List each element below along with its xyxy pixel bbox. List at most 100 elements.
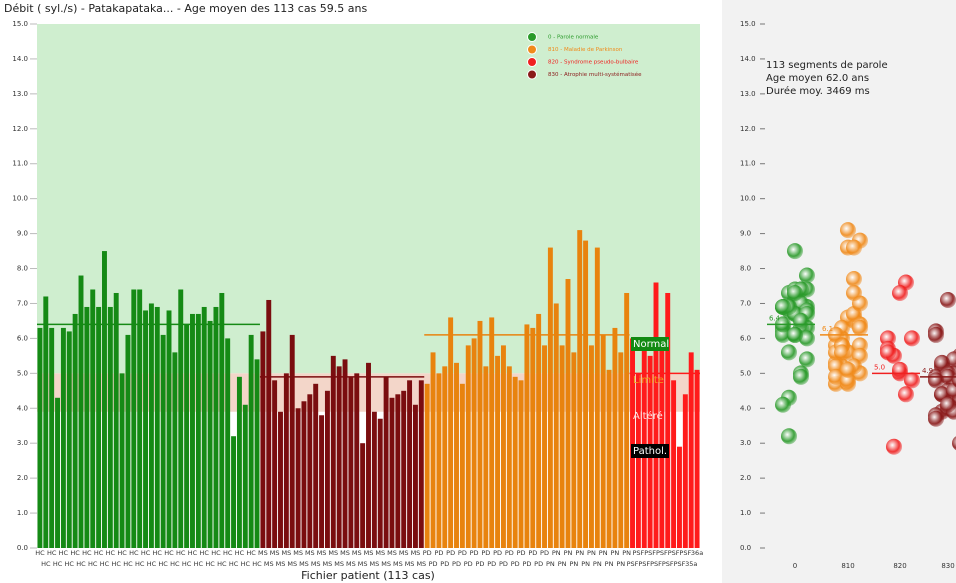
point — [846, 284, 862, 301]
x-tick-label: PN — [564, 549, 573, 557]
bar — [72, 313, 78, 548]
bar — [178, 289, 184, 548]
y-tick-label: 2.0 — [17, 474, 28, 482]
x-tick-label: HC — [59, 549, 69, 557]
note: 113 segments de parole — [766, 60, 888, 71]
bar — [342, 359, 348, 548]
bar — [324, 390, 330, 548]
point — [928, 326, 944, 343]
x-tick-label: PD — [505, 549, 514, 557]
y-tick-label: 11.0 — [12, 160, 28, 168]
bar — [524, 324, 530, 548]
x-tick-label: HC — [123, 560, 133, 568]
x-tick-label: MS — [287, 560, 297, 568]
point — [840, 361, 856, 378]
y-tick-label: 1.0 — [17, 509, 28, 517]
x-tick-label: PSF — [656, 549, 668, 557]
bar — [236, 376, 242, 548]
bar — [606, 369, 612, 548]
x-tick-label: PSF — [674, 560, 686, 568]
bar — [588, 345, 594, 548]
bar — [436, 373, 442, 548]
x-tick-label: MS — [370, 560, 380, 568]
x-tick-label: 830 — [941, 562, 954, 570]
y-tick-label: 14.0 — [740, 55, 756, 63]
point — [928, 410, 944, 427]
x-tick-label: MS — [387, 549, 397, 557]
x-tick-label: HC — [94, 549, 104, 557]
x-tick-label: HC — [229, 560, 239, 568]
point — [781, 428, 797, 445]
y-tick-label: 0.0 — [17, 544, 28, 552]
bar — [330, 355, 336, 548]
bar — [565, 279, 571, 548]
x-tick-label: HC — [41, 560, 51, 568]
bar — [160, 334, 166, 548]
x-tick-label: MS — [270, 549, 280, 557]
x-tick-label: HC — [141, 549, 151, 557]
bar — [148, 303, 154, 548]
y-tick-label: 10.0 — [740, 195, 756, 203]
bar — [278, 411, 283, 548]
x-tick-label: HC — [129, 549, 139, 557]
x-tick-label: HC — [194, 560, 204, 568]
y-tick-label: 9.0 — [17, 230, 28, 238]
bar — [360, 443, 366, 548]
x-tick-label: MS — [323, 560, 333, 568]
bar — [377, 418, 383, 548]
x-tick-label: PSF — [632, 549, 644, 557]
x-tick-label: HC — [164, 549, 174, 557]
zone-label-bg — [631, 337, 669, 351]
point — [892, 361, 908, 378]
point — [828, 368, 844, 385]
x-tick-label: PN — [581, 560, 590, 568]
y-tick-label: 13.0 — [740, 90, 756, 98]
x-tick-label: HC — [170, 560, 180, 568]
x-tick-label: PN — [605, 560, 614, 568]
mean-label: 5.0 — [874, 363, 885, 371]
bar — [536, 313, 542, 548]
x-tick-label: 35a — [685, 560, 697, 568]
bar — [612, 327, 618, 548]
bar — [254, 359, 260, 548]
x-tick-label: MS — [352, 549, 362, 557]
y-tick-label: 3.0 — [17, 439, 28, 447]
point — [799, 267, 815, 284]
bar — [465, 345, 471, 548]
x-tick-label: HC — [65, 560, 75, 568]
bar — [60, 327, 66, 548]
x-tick-label: MS — [334, 560, 344, 568]
bar — [442, 366, 448, 548]
bar — [477, 320, 483, 548]
bar — [577, 230, 583, 548]
bar — [43, 296, 49, 548]
bar — [389, 397, 395, 548]
y-tick-label: 4.0 — [740, 404, 751, 412]
zone-label-bg — [631, 444, 669, 458]
bar — [289, 334, 295, 548]
x-tick-label: PD — [534, 560, 543, 568]
bar — [66, 331, 72, 548]
bar — [495, 355, 501, 548]
x-tick-label: HC — [241, 560, 251, 568]
legend-label: 0 - Parole normale — [548, 35, 599, 41]
point — [799, 351, 815, 368]
x-tick-label: MS — [311, 560, 321, 568]
bar — [354, 373, 360, 548]
y-tick-label: 6.0 — [17, 334, 28, 342]
x-tick-label: MS — [381, 560, 391, 568]
x-tick-label: HC — [117, 549, 127, 557]
x-tick-label: PN — [593, 560, 602, 568]
zone-label: Pathol. — [633, 446, 667, 457]
zone-label: Altéré — [633, 410, 663, 422]
bar — [96, 306, 102, 548]
bar — [119, 373, 125, 548]
point — [904, 372, 920, 389]
point — [952, 436, 956, 451]
point — [898, 386, 914, 403]
y-tick-label: 8.0 — [17, 265, 28, 273]
x-tick-label: MS — [340, 549, 350, 557]
bar — [231, 436, 237, 548]
x-tick-label: PSF — [679, 549, 691, 557]
